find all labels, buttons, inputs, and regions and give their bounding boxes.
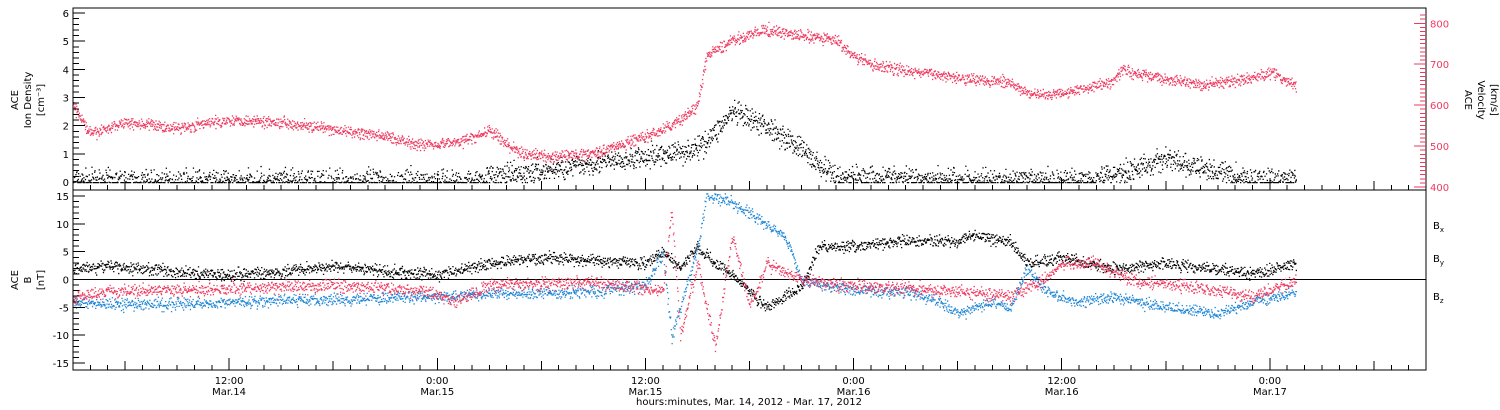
x-tick-label-time: 0:00 [1259,376,1281,387]
b-tick-label: 15 [56,192,69,203]
b-tick-label: -5 [59,303,69,314]
legend-bz: Bz [1433,292,1444,305]
bottom-ylabel-line3: [nT] [36,270,47,290]
top-rlabel-line3: [km/s] [1488,84,1499,116]
top-ylabel-line3: [cm⁻³] [36,84,47,116]
velocity-tick-label: 500 [1430,142,1449,153]
bx-series-0 [73,229,1297,312]
bottom-panel-series [73,193,1297,353]
b-tick-label: 0 [63,276,69,287]
top-rlabel-line1: ACE [1462,90,1473,110]
x-tick-label-date: Mar.15 [420,387,454,398]
bx-points-0 [73,229,1297,312]
b-tick-label: -10 [53,331,69,342]
bottom-ylabel-line1: ACE [10,270,21,290]
x-tick-label-date: Mar.14 [212,387,246,398]
b-tick-label: -15 [53,359,69,370]
density-tick-label: 1 [63,150,69,161]
top-rlabel-line2: Velocity [1475,80,1486,119]
x-tick-label-time: 0:00 [426,376,448,387]
density-tick-label: 3 [63,94,69,105]
x-tick-label-date: Mar.16 [837,387,871,398]
legend-by-main: B [1433,254,1440,265]
bottom-left-axis: -15 -10 -5 0 5 10 15 [53,192,85,370]
density-tick-label: 4 [63,65,69,76]
by-points-1 [73,193,1297,345]
velocity-tick-label: 600 [1430,101,1449,112]
x-axis-title: hours:minutes, Mar. 14, 2012 - Mar. 17, … [636,397,862,408]
top-x-ticks [72,178,1427,190]
x-tick-label-date: Mar.17 [1253,387,1287,398]
legend-bz-sub: z [1440,297,1444,305]
bz-points-2 [73,211,1297,353]
bottom-ylabel-line2: B [23,276,34,283]
top-ylabel-line1: ACE [10,90,21,110]
legend-bx-sub: x [1440,226,1444,234]
b-tick-label: 5 [63,248,69,259]
legend-by: By [1433,254,1444,267]
legend-bz-main: B [1433,292,1440,303]
density-tick-label: 0 [63,178,69,189]
bz-series-2 [73,211,1297,353]
density-tick-label: 2 [63,122,69,133]
velocity-tick-label: 700 [1430,60,1449,71]
legend-bx: Bx [1433,221,1444,234]
x-tick-label-time: 0:00 [842,376,864,387]
b-tick-label: 10 [56,220,69,231]
x-tick-label-time: 12:00 [1047,376,1076,387]
velocity-points-1 [73,21,1297,163]
legend-bx-main: B [1433,221,1440,232]
velocity-series-1 [73,21,1297,163]
x-tick-label-date: Mar.16 [1045,387,1079,398]
density-tick-label: 6 [63,9,69,20]
velocity-tick-label: 800 [1430,19,1449,30]
top-right-axis: 400 500 600 700 800 [1414,14,1449,194]
top-left-axis: 0 1 2 3 4 5 6 [63,9,85,189]
bottom-x-axis: 12:00Mar.140:00Mar.1512:00Mar.150:00Mar.… [72,358,1427,398]
x-tick-label-time: 12:00 [215,376,244,387]
density-tick-label: 5 [63,37,69,48]
legend: Bx By Bz [1433,221,1444,305]
x-tick-label-date: Mar.15 [628,387,662,398]
legend-by-sub: y [1440,259,1444,267]
x-tick-label-time: 12:00 [631,376,660,387]
by-series-1 [73,193,1297,345]
top-panel-series [73,21,1297,184]
top-ylabel-line2: Ion Density [23,72,34,129]
velocity-tick-label: 400 [1430,183,1449,194]
